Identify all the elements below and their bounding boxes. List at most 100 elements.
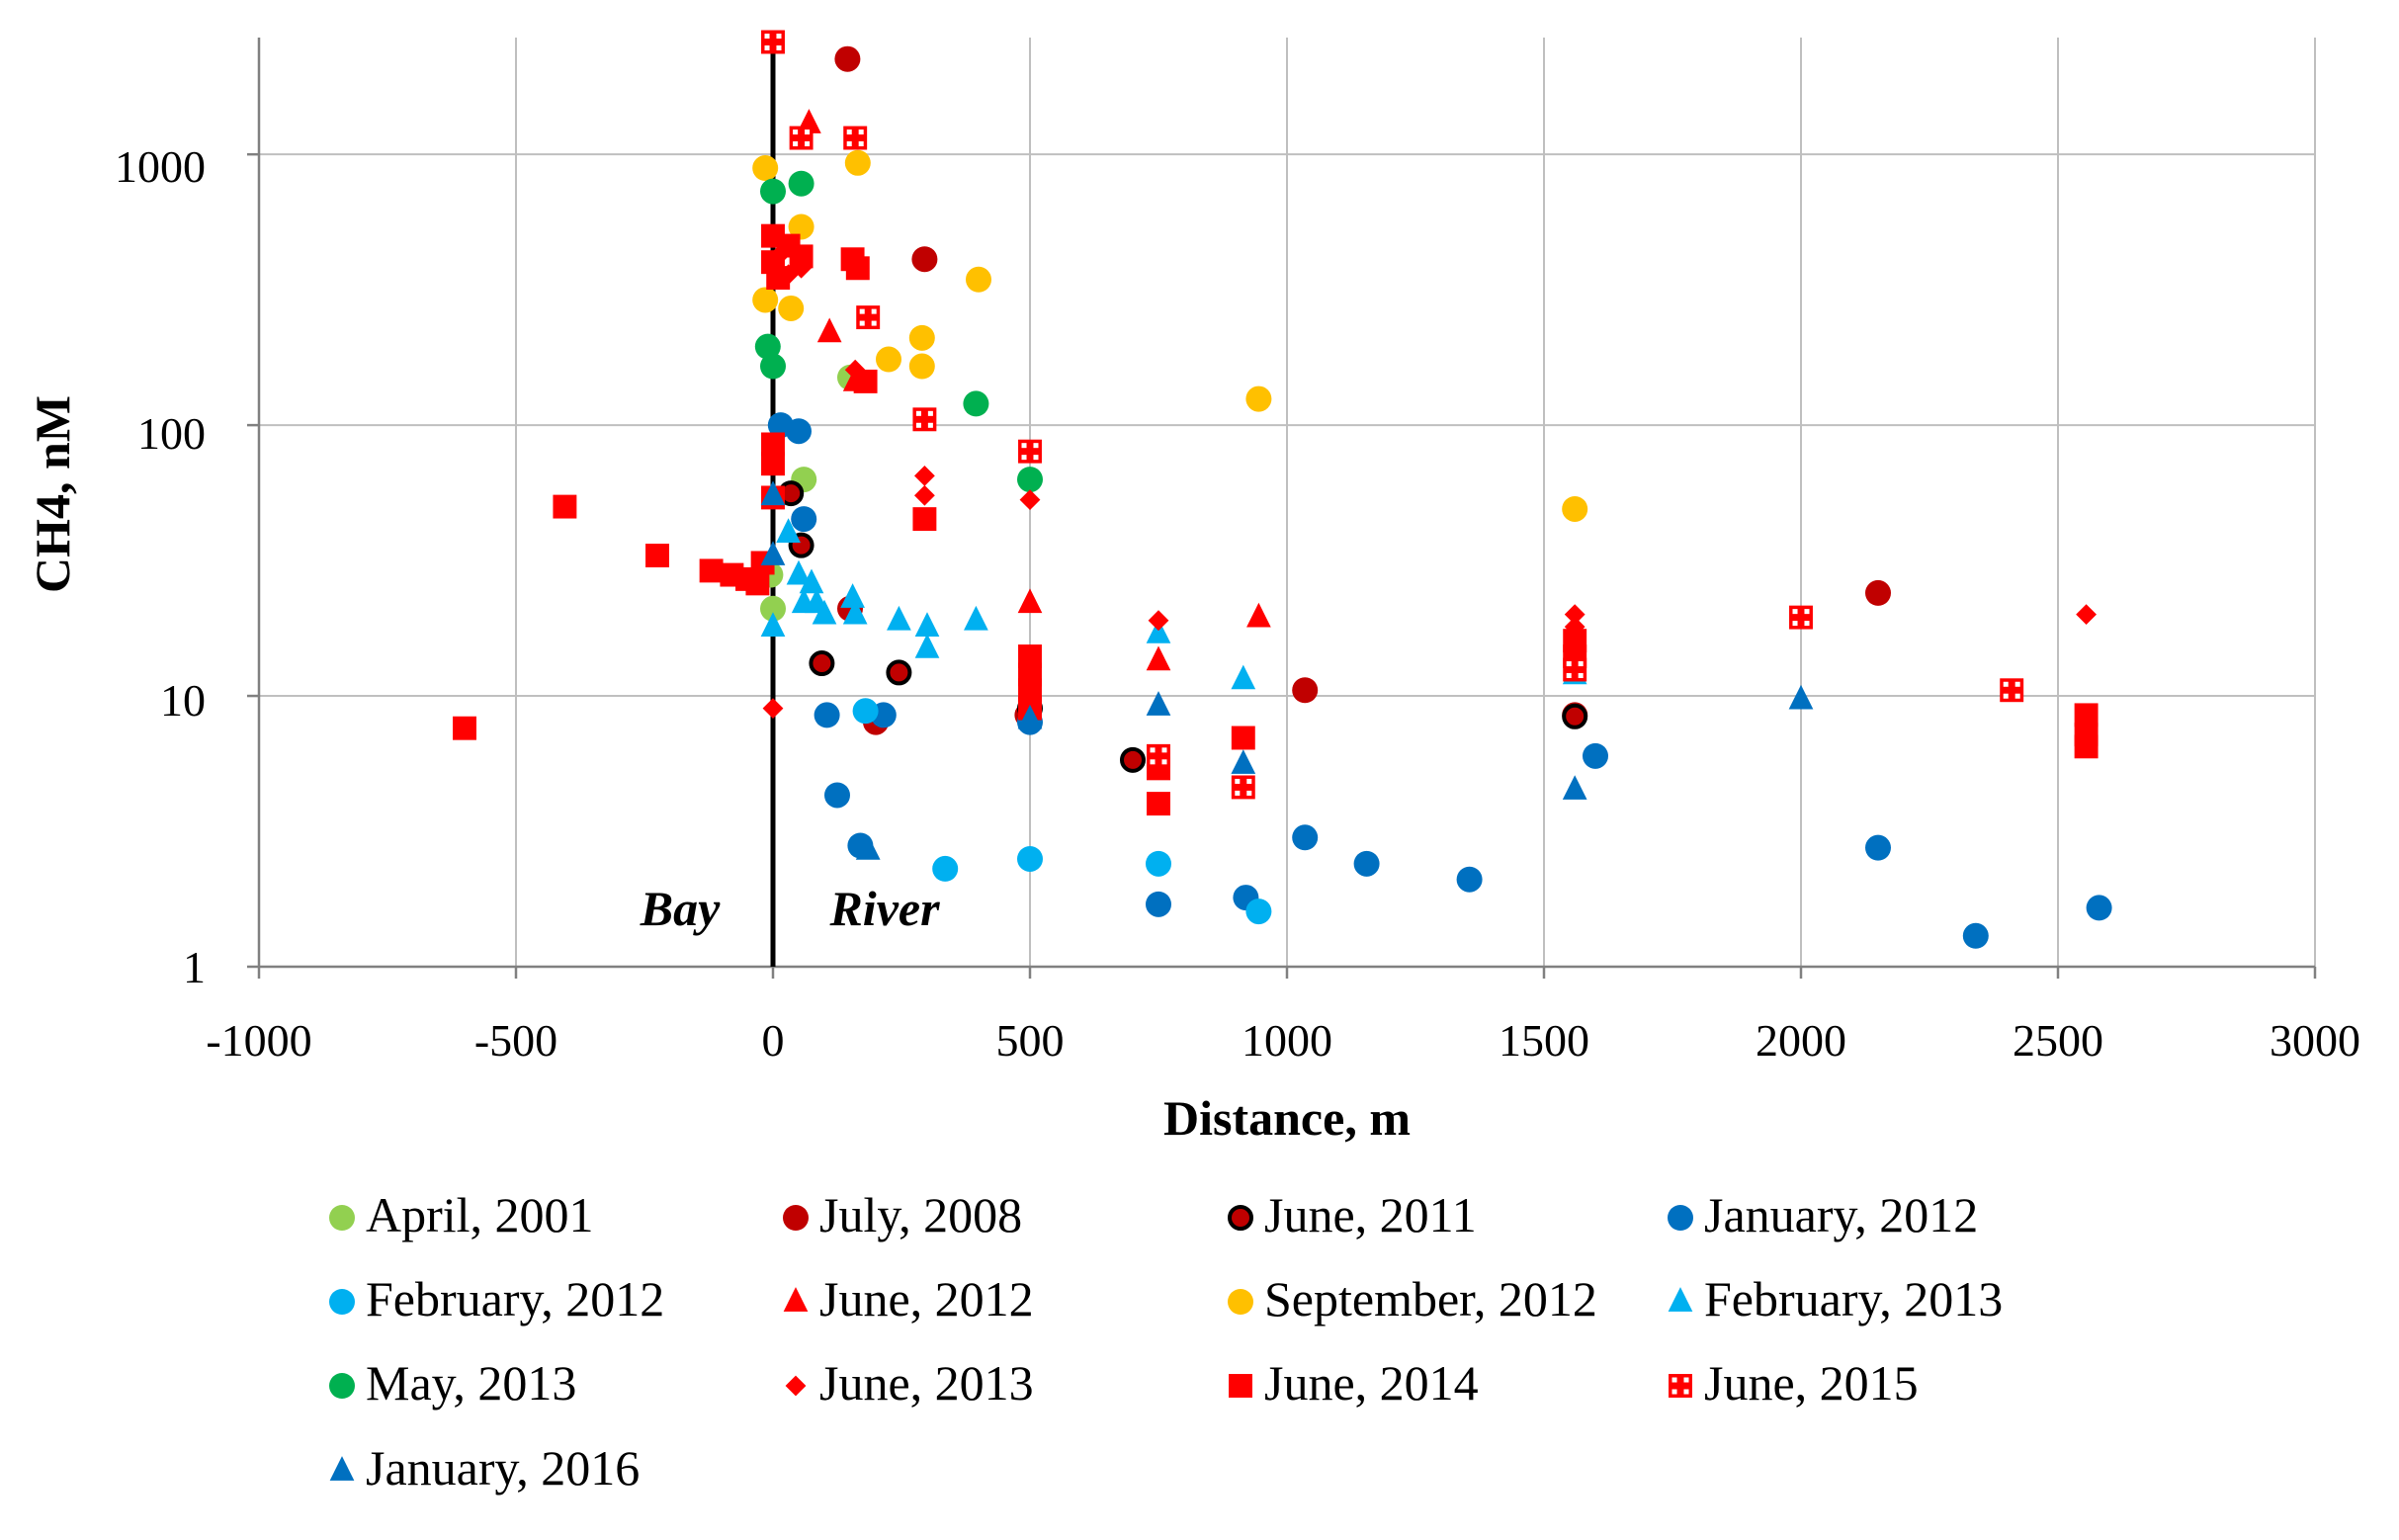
data-point <box>1146 891 1171 917</box>
data-point <box>1562 495 1588 522</box>
marker-pattern <box>915 410 921 416</box>
data-point <box>786 559 812 585</box>
data-point <box>842 599 868 625</box>
marker-pattern <box>2014 693 2020 699</box>
legend-marker <box>1228 1205 1253 1231</box>
marker-pattern <box>1235 778 1241 784</box>
data-point <box>1292 824 1319 851</box>
data-point <box>760 612 786 638</box>
data-point <box>856 305 881 330</box>
x-tick-label: 2500 <box>2013 1015 2103 1066</box>
data-point <box>791 506 817 533</box>
marker-pattern <box>859 320 865 326</box>
x-axis-title: Distance, m <box>1163 1090 1411 1146</box>
data-point <box>645 544 669 567</box>
data-point <box>809 650 835 677</box>
data-point <box>2074 734 2099 759</box>
legend-label: June, 2011 <box>1264 1187 1477 1242</box>
data-point <box>1018 439 1042 464</box>
data-point <box>1245 898 1272 925</box>
marker-pattern <box>2014 681 2020 687</box>
legend-item: June, 2011 <box>1228 1187 1477 1242</box>
legend-label: June, 2015 <box>1704 1355 1919 1411</box>
data-point <box>2000 678 2024 703</box>
y-axis-title: CH4, nM <box>25 395 80 593</box>
data-point <box>834 45 861 72</box>
data-point <box>752 287 779 313</box>
data-point <box>1231 775 1255 800</box>
marker-pattern <box>1792 621 1798 627</box>
x-tick-label: -500 <box>474 1015 557 1066</box>
data-point <box>1865 834 1891 861</box>
series-5 <box>852 698 1272 925</box>
data-point <box>1246 602 1271 628</box>
marker-pattern <box>871 320 877 326</box>
data-point <box>908 353 935 380</box>
marker-pattern <box>776 33 782 40</box>
data-point <box>1245 385 1272 412</box>
data-point <box>760 595 786 622</box>
data-point <box>853 369 878 393</box>
data-point <box>852 698 879 725</box>
data-point <box>760 353 786 380</box>
marker-pattern <box>846 141 852 147</box>
marker-pattern <box>1246 778 1252 784</box>
data-point <box>876 346 901 373</box>
data-point <box>1017 467 1043 493</box>
legend-label: January, 2012 <box>1704 1187 1978 1242</box>
data-point <box>1146 619 1171 643</box>
marker-pattern <box>1161 747 1167 753</box>
series-11 <box>453 223 2099 816</box>
legend-label: September, 2012 <box>1264 1271 1597 1326</box>
data-point <box>1564 604 1585 625</box>
data-point <box>789 126 814 150</box>
data-point <box>760 541 786 565</box>
marker-pattern <box>871 308 877 314</box>
data-point <box>752 155 779 182</box>
legend-marker <box>1229 1374 1252 1398</box>
legend-item: June, 2015 <box>1669 1355 1919 1411</box>
marker-pattern <box>805 129 811 135</box>
marker-pattern <box>1683 1377 1689 1383</box>
y-tick-label: 10 <box>160 675 206 726</box>
marker-pattern <box>776 44 782 50</box>
marker-pattern <box>927 422 933 428</box>
legend-marker <box>785 1375 807 1397</box>
legend-item: January, 2016 <box>329 1440 640 1496</box>
data-point <box>914 465 935 486</box>
legend-label: July, 2008 <box>819 1187 1022 1242</box>
marker-pattern <box>858 141 864 147</box>
marker-pattern <box>1566 661 1572 667</box>
data-point <box>1563 657 1587 682</box>
data-point <box>789 244 814 269</box>
data-point <box>1562 703 1588 729</box>
data-point <box>932 855 959 882</box>
series-10 <box>762 245 2097 719</box>
series-9 <box>754 170 1043 493</box>
data-point <box>1789 605 1813 630</box>
data-point <box>766 266 791 291</box>
legend-marker <box>783 1205 809 1231</box>
marker-pattern <box>1150 747 1156 753</box>
bay-label: Bay <box>640 881 721 936</box>
legend-item: June, 2013 <box>785 1355 1034 1411</box>
x-tick-labels: -1000 -500 0 500 1000 1500 2000 2500 300… <box>206 1015 2360 1066</box>
marker-pattern <box>1792 609 1798 615</box>
data-point <box>1017 845 1043 872</box>
data-point <box>1562 775 1587 800</box>
data-point <box>761 452 785 476</box>
marker-pattern <box>1161 759 1167 765</box>
data-point <box>699 558 724 583</box>
marker-pattern <box>1033 455 1039 461</box>
legend-item: May, 2013 <box>329 1355 576 1411</box>
x-tick-label: 1500 <box>1499 1015 1589 1066</box>
data-point <box>1018 644 1042 668</box>
marker-pattern <box>859 308 865 314</box>
data-point <box>1456 866 1483 893</box>
data-point <box>964 605 988 631</box>
legend: April, 2001 July, 2008 June, 2011 January, … <box>329 1187 2003 1496</box>
data-point <box>1231 664 1256 690</box>
series-8 <box>760 518 1587 690</box>
data-point <box>1146 645 1171 671</box>
legend-item: September, 2012 <box>1228 1271 1597 1326</box>
